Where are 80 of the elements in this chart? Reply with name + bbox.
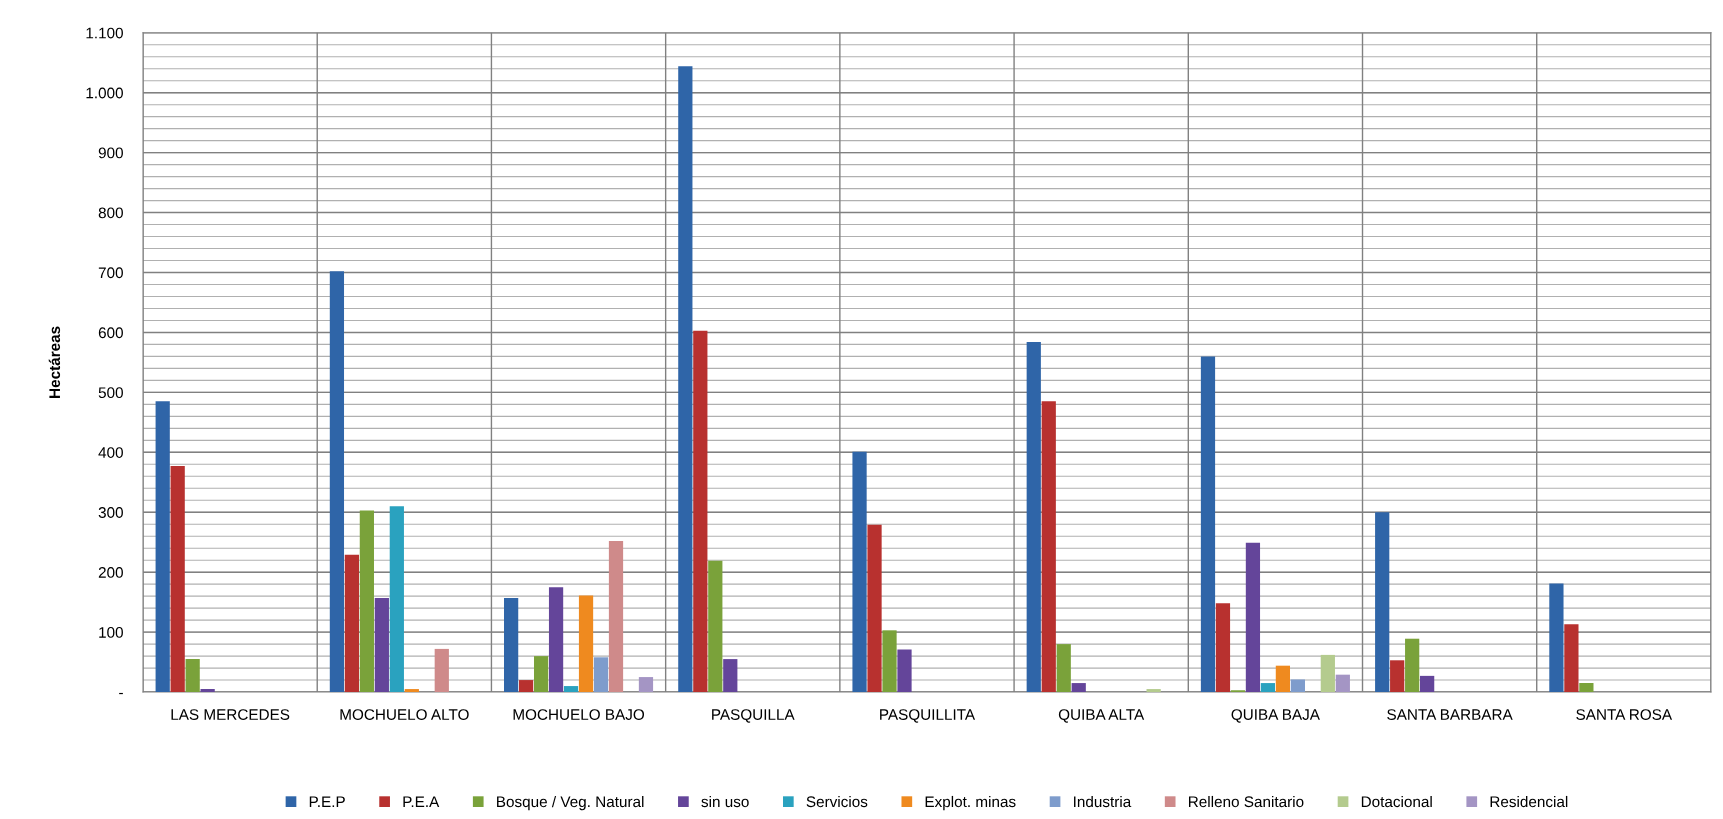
legend-label: Explot. minas (925, 795, 1016, 811)
y-tick-label: 200 (98, 567, 123, 578)
bar (1215, 603, 1231, 693)
x-tick-label: MOCHUELO ALTO (340, 709, 469, 720)
bar (708, 560, 723, 693)
bar (897, 649, 912, 693)
bar (548, 587, 564, 693)
y-tick-label: 700 (98, 267, 123, 279)
bar (1335, 674, 1350, 693)
bar (404, 689, 419, 693)
x-tick-label: PASQUILLITA (880, 709, 976, 723)
bar (693, 330, 708, 693)
bar (185, 659, 200, 693)
bar (563, 686, 579, 693)
bar (1071, 683, 1086, 693)
y-tick-label: 300 (98, 507, 123, 518)
bar (867, 524, 882, 693)
x-tick-label: LAS MERCEDES (171, 709, 290, 720)
y-axis-title: Hectáreas (48, 326, 61, 398)
x-tick-label: PASQUILLA (712, 709, 795, 723)
y-tick-label: 600 (98, 327, 123, 339)
bar (374, 597, 389, 693)
y-tick-label: 500 (98, 387, 123, 399)
bar (608, 541, 624, 693)
x-tick-label: QUIBA BAJA (1231, 709, 1320, 723)
y-tick-label: 400 (98, 447, 123, 458)
legend-label: Relleno Sanitario (1188, 795, 1304, 808)
bar (1375, 512, 1390, 693)
bar (1056, 644, 1071, 693)
bar (882, 630, 897, 693)
bar (518, 680, 534, 693)
bar (1026, 342, 1041, 693)
legend-label: Residencial (1490, 795, 1568, 808)
x-tick-label: MOCHUELO BAJO (513, 709, 645, 720)
bar (1275, 665, 1291, 693)
bar (1041, 401, 1056, 693)
bar (1200, 356, 1216, 693)
legend-label: Servicios (806, 795, 868, 808)
bar (1549, 583, 1564, 693)
legend-label: Dotacional (1361, 795, 1432, 808)
bar (1260, 683, 1276, 693)
y-tick-label: 900 (98, 147, 123, 159)
y-tick-label: 1.000 (86, 87, 123, 99)
x-tick-label: SANTA ROSA (1576, 709, 1673, 720)
bar (434, 648, 449, 693)
bar (170, 466, 185, 693)
y-tick-label: 800 (98, 207, 123, 219)
legend-label: sin uso (701, 795, 749, 808)
bar (1146, 689, 1161, 693)
bar (1405, 638, 1420, 693)
bar (329, 271, 345, 693)
bar (200, 689, 215, 693)
bar (678, 66, 693, 693)
bar (1245, 542, 1261, 693)
bar (593, 657, 609, 693)
bar (533, 656, 549, 693)
legend-label: P.E.P (309, 796, 345, 807)
legend-label: Bosque / Veg. Natural (497, 795, 644, 811)
x-tick-label: SANTA BARBARA (1387, 709, 1513, 720)
y-tick-label: 1.100 (86, 27, 123, 39)
bar (344, 554, 360, 693)
bar (155, 401, 170, 693)
bar (1390, 660, 1405, 693)
bar (578, 595, 594, 693)
bar (359, 510, 374, 693)
bar (1290, 679, 1305, 693)
legend-label: P.E.A (403, 796, 440, 807)
x-tick-label: QUIBA ALTA (1058, 709, 1145, 723)
y-tick-label: - (119, 692, 123, 695)
bar (1320, 654, 1335, 693)
bar (504, 597, 519, 693)
bar (1420, 675, 1435, 693)
bar (389, 506, 404, 693)
bar (852, 451, 867, 693)
bar (1564, 624, 1579, 693)
bar (638, 677, 654, 693)
y-tick-label: 100 (99, 626, 123, 638)
bar (1579, 683, 1594, 693)
legend-label: Industria (1074, 795, 1132, 808)
bar (723, 659, 738, 693)
